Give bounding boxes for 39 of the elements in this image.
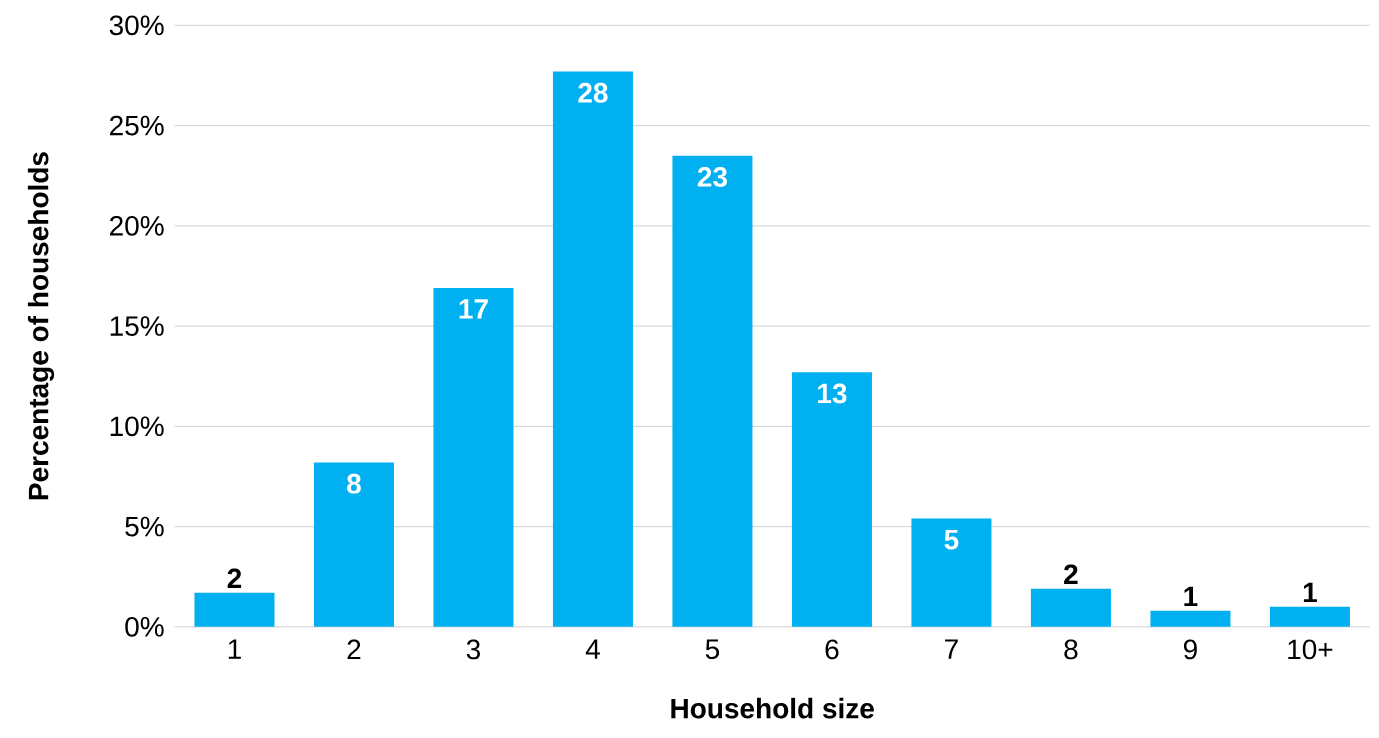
x-tick-label: 5 — [705, 639, 720, 660]
x-tick-label: 3 — [466, 639, 481, 660]
x-tick-label: 2 — [347, 639, 361, 660]
x-tick-label: 4 — [585, 639, 600, 660]
bar — [672, 155, 753, 628]
x-tick-label: 6 — [825, 639, 839, 660]
x-tick-label: 10+ — [1288, 639, 1333, 660]
bar — [791, 372, 872, 628]
x-tick-label: 1 — [228, 639, 241, 660]
data-label: 23 — [697, 167, 727, 188]
data-label: 8 — [347, 474, 361, 494]
bar — [433, 288, 514, 628]
data-label: 2 — [1064, 564, 1078, 585]
y-axis-title: Percentage of households — [27, 152, 55, 500]
x-axis-title: Household size — [671, 698, 874, 719]
bar — [552, 71, 633, 628]
bar — [1030, 588, 1111, 628]
data-label: 17 — [459, 299, 488, 319]
data-label: 13 — [818, 383, 847, 404]
data-label: 28 — [578, 83, 608, 103]
data-label: 2 — [227, 568, 242, 589]
y-tick-label: 10% — [110, 416, 164, 437]
bar — [911, 518, 992, 628]
y-tick-label: 0% — [125, 617, 164, 637]
y-tick-label: 25% — [110, 115, 164, 136]
bar — [313, 462, 394, 628]
x-tick-label: 9 — [1183, 639, 1197, 660]
data-label: 1 — [1184, 587, 1198, 607]
y-tick-label: 30% — [109, 15, 164, 36]
x-tick-label: 7 — [945, 639, 958, 660]
y-tick-label: 15% — [110, 316, 164, 337]
bar — [1150, 611, 1231, 628]
x-tick-label: 8 — [1064, 639, 1078, 660]
y-tick-label: 20% — [110, 216, 164, 236]
data-label: 1 — [1303, 583, 1317, 603]
y-tick-label: 5% — [125, 516, 164, 537]
bar — [1269, 607, 1350, 628]
bar — [194, 592, 275, 628]
data-label: 5 — [944, 530, 959, 550]
